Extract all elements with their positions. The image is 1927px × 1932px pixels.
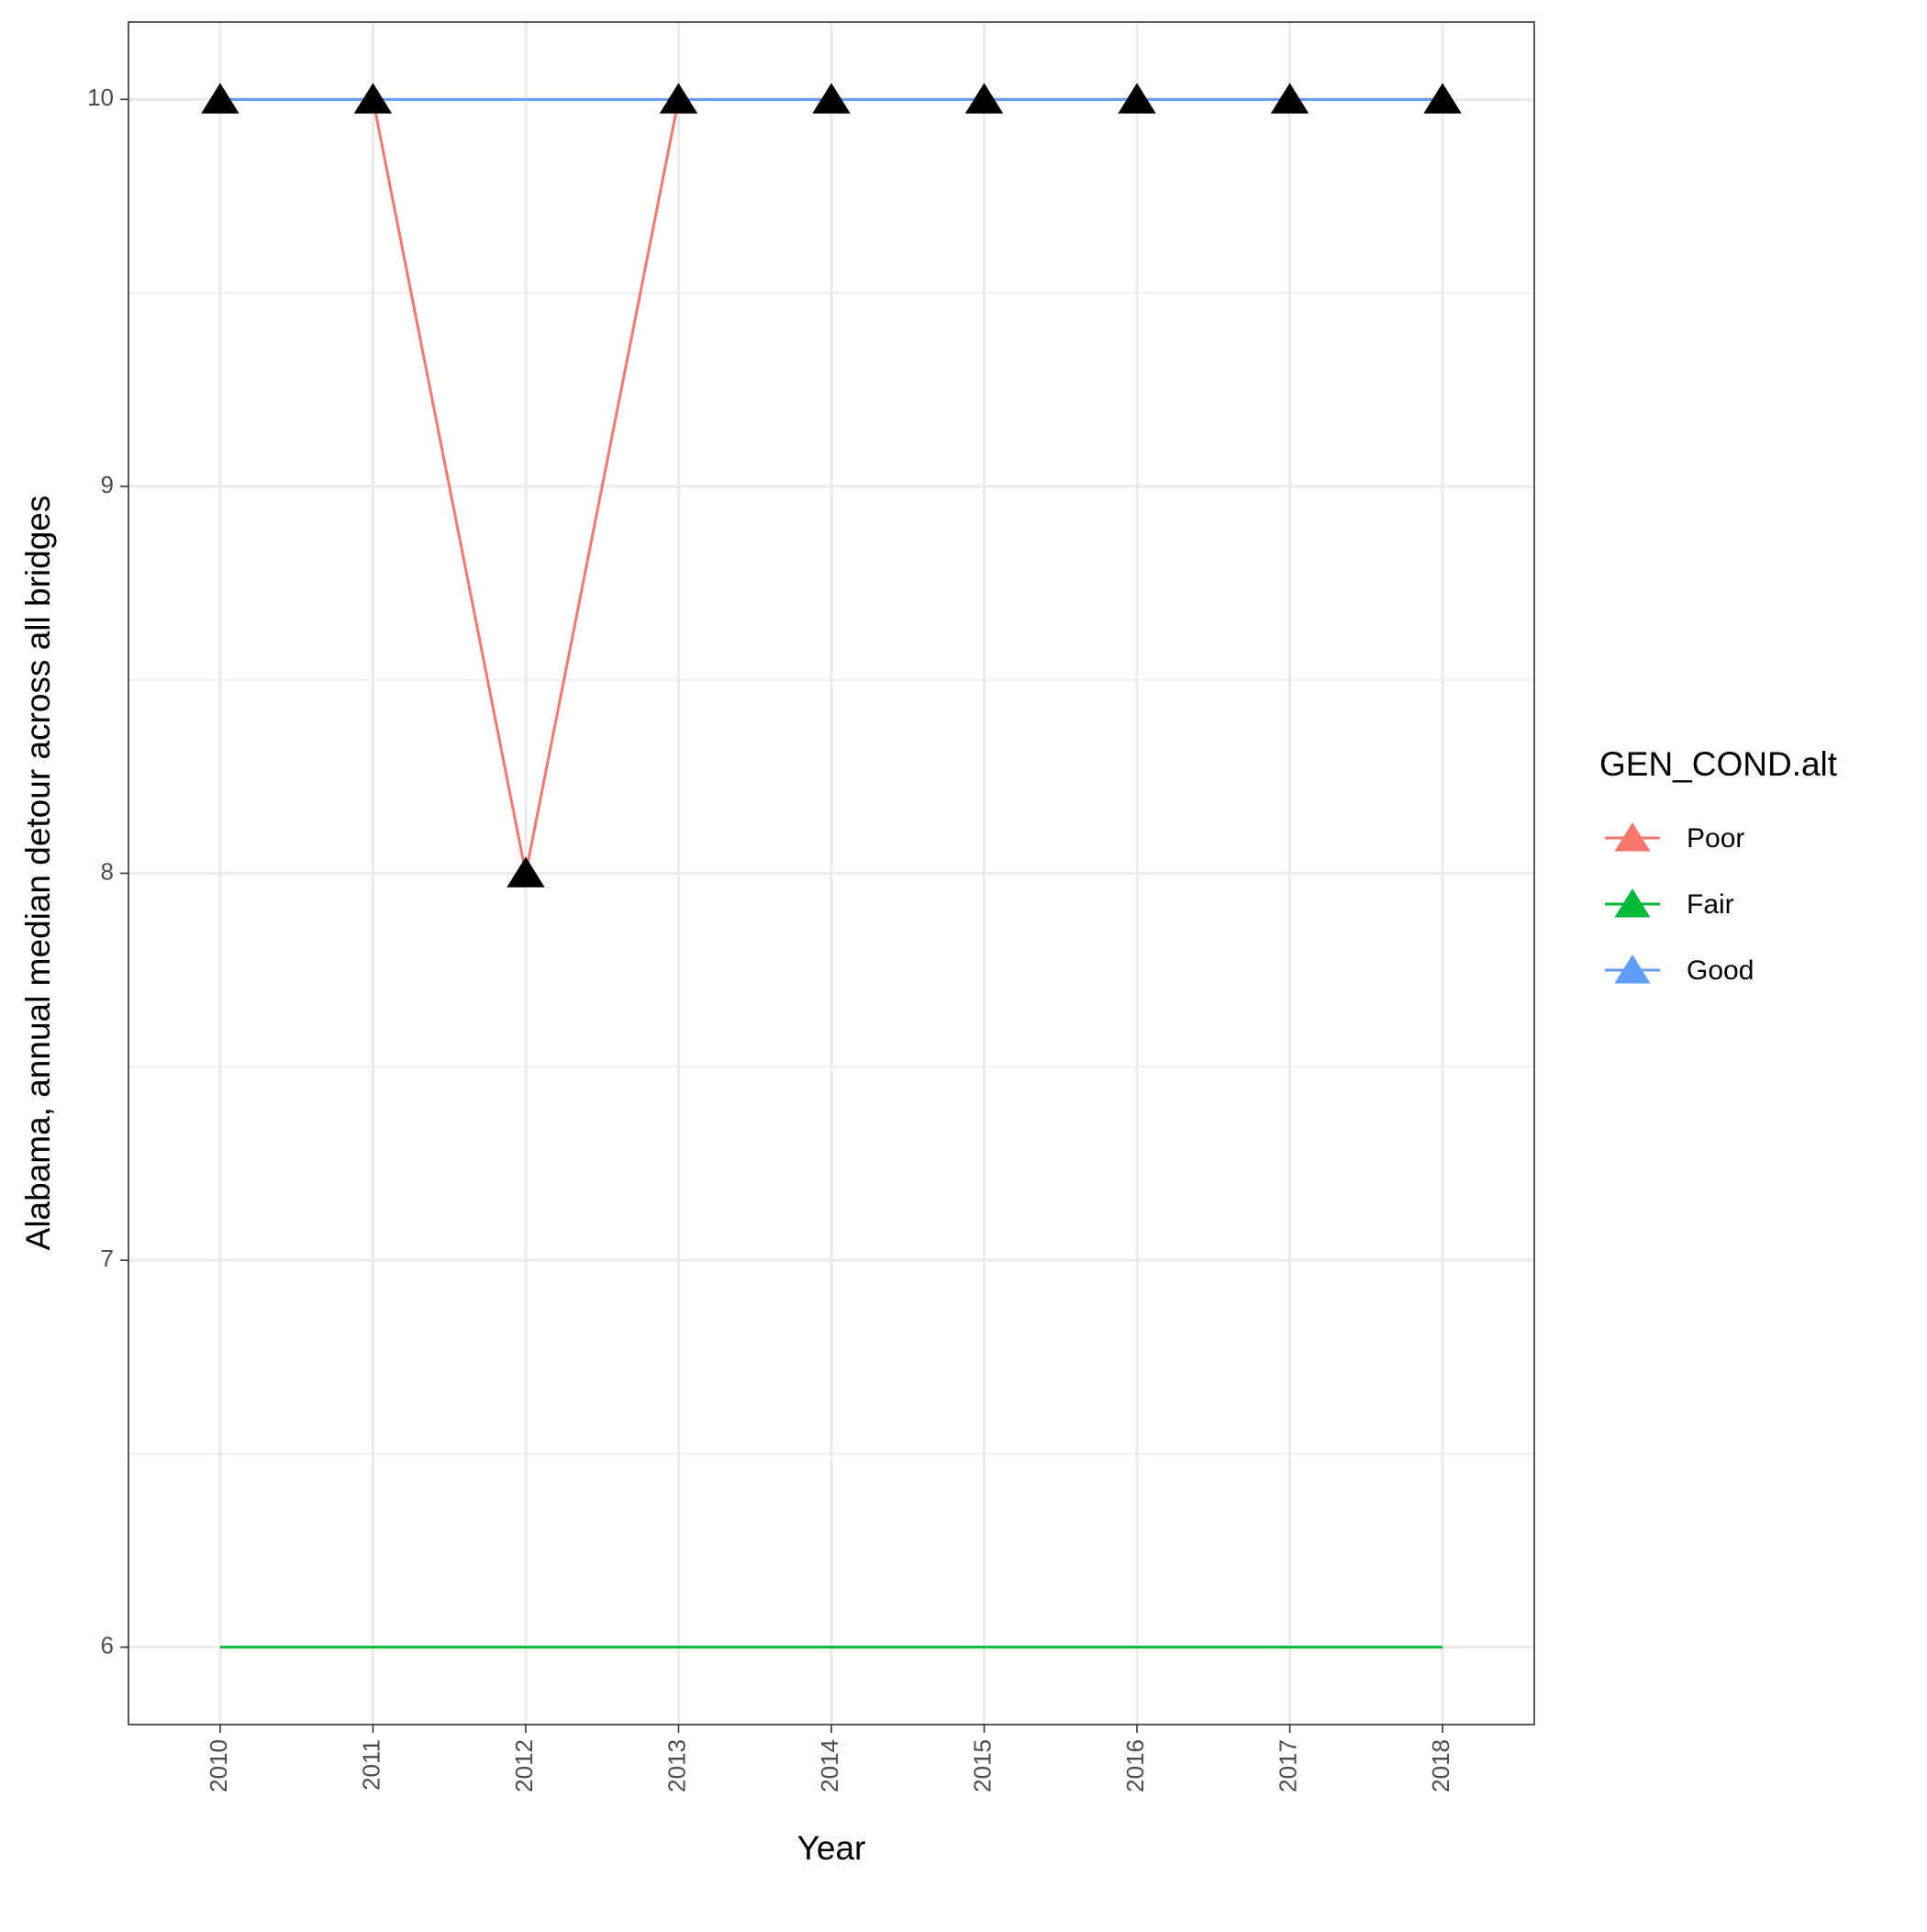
y-tick-label: 10 <box>87 84 114 111</box>
x-tick-label: 2012 <box>510 1739 538 1792</box>
axes: 6 7 8 9 10 2010 2011 2012 2013 2014 2015 2016 2017 20… <box>87 84 1454 1792</box>
x-tick-label: 2017 <box>1274 1739 1301 1792</box>
legend-label: Poor <box>1687 823 1744 854</box>
legend-marker <box>1614 955 1651 984</box>
y-tick-label: 9 <box>101 471 114 498</box>
marker <box>964 83 1004 114</box>
marker <box>201 83 239 114</box>
marker <box>1270 83 1309 114</box>
y-tick-label: 7 <box>101 1245 114 1272</box>
x-tick-label: 2011 <box>357 1739 384 1791</box>
x-tick-label: 2016 <box>1121 1739 1149 1792</box>
marker <box>659 83 698 114</box>
legend-marker <box>1614 888 1651 918</box>
y-axis-title: Alabama, annual median detour across all… <box>19 496 57 1251</box>
marker <box>812 83 851 114</box>
marker <box>1118 83 1156 114</box>
x-axis-title: Year <box>797 1829 866 1867</box>
x-tick-label: 2014 <box>816 1739 843 1792</box>
y-tick-label: 6 <box>101 1632 114 1659</box>
legend-label: Fair <box>1687 889 1734 920</box>
legend-marker <box>1614 822 1651 852</box>
x-tick-label: 2018 <box>1427 1739 1454 1792</box>
x-tick-label: 2013 <box>663 1739 690 1792</box>
marker <box>507 856 545 888</box>
legend-title: GEN_COND.alt <box>1599 745 1838 783</box>
plot-area <box>201 83 1462 1649</box>
marker <box>353 83 393 114</box>
y-tick-label: 8 <box>101 857 114 885</box>
marker <box>1423 83 1462 114</box>
legend-label: Good <box>1687 955 1754 986</box>
x-tick-label: 2015 <box>968 1739 996 1792</box>
legend: GEN_COND.alt Poor Fair Good <box>1599 745 1838 986</box>
x-tick-label: 2010 <box>205 1739 232 1792</box>
